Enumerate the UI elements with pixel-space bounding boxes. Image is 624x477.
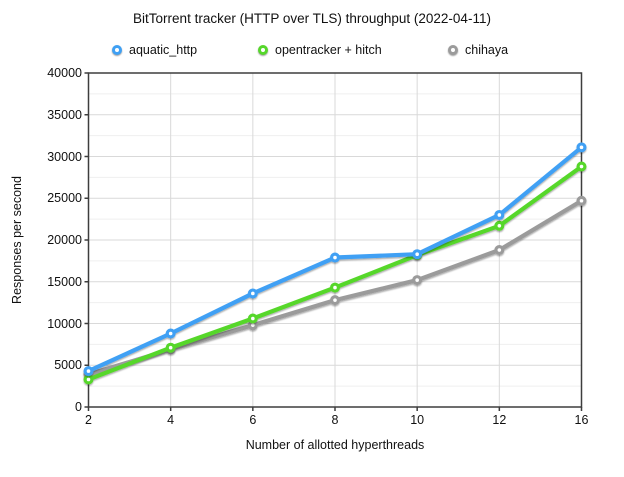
legend-label: chihaya	[465, 43, 509, 57]
legend-item-opentracker-hitch: opentracker + hitch	[258, 42, 382, 58]
legend-label: opentracker + hitch	[275, 43, 382, 57]
y-tick-label: 10000	[47, 316, 82, 331]
ring-marker-icon	[448, 45, 458, 55]
x-tick-label: 6	[249, 413, 257, 427]
x-axis-title: Number of allotted hyperthreads	[245, 438, 425, 452]
y-tick-label: 40000	[47, 66, 82, 80]
y-tick-label: 15000	[47, 274, 82, 289]
x-tick-label: 12	[492, 413, 507, 427]
x-tick-label: 16	[574, 413, 589, 427]
x-tick-label: 10	[410, 413, 425, 427]
legend-label: aquatic_http	[129, 43, 198, 57]
legend-item-chihaya: chihaya	[448, 42, 508, 58]
y-tick-label: 25000	[47, 191, 82, 206]
x-tick-label: 8	[331, 413, 339, 427]
chart-title: BitTorrent tracker (HTTP over TLS) throu…	[133, 11, 491, 26]
ring-marker-icon	[258, 45, 268, 55]
y-tick-label: 20000	[47, 233, 82, 247]
y-tick-label: 35000	[47, 107, 82, 122]
y-tick-label: 5000	[54, 358, 82, 373]
legend-item-aquatic-http: aquatic_http	[112, 42, 197, 58]
x-tick-label: 4	[167, 413, 175, 427]
series-aquatic-http	[83, 142, 587, 377]
y-tick-label: 0	[75, 400, 82, 414]
y-tick-label: 30000	[47, 149, 82, 164]
x-tick-label: 2	[85, 413, 92, 427]
ring-marker-icon	[112, 45, 122, 55]
